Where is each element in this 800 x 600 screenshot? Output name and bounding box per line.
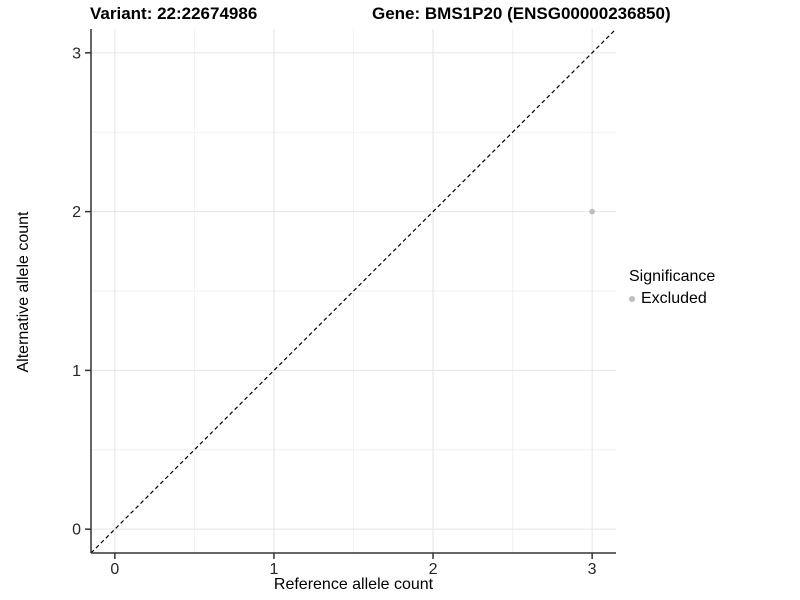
gene-title: Gene: BMS1P20 (ENSG00000236850) [372,4,671,23]
data-point [589,208,595,215]
y-tick-label: 3 [72,45,81,62]
x-tick-label: 2 [429,561,438,578]
legend-item-excluded: Excluded [629,289,715,309]
y-tick-label: 0 [72,522,81,539]
variant-title: Variant: 22:22674986 [90,4,258,23]
legend: Significance Excluded [629,266,715,309]
x-tick-label: 0 [110,561,119,578]
x-axis-label: Reference allele count [273,576,434,593]
legend-item-label: Excluded [641,290,707,307]
legend-title: Significance [629,268,716,285]
x-tick-label: 1 [270,561,279,578]
x-tick-label: 3 [588,561,597,578]
y-tick-label: 1 [72,363,81,380]
legend-key-dot [629,296,635,302]
y-tick-label: 2 [72,204,81,221]
identity-line [90,28,617,554]
